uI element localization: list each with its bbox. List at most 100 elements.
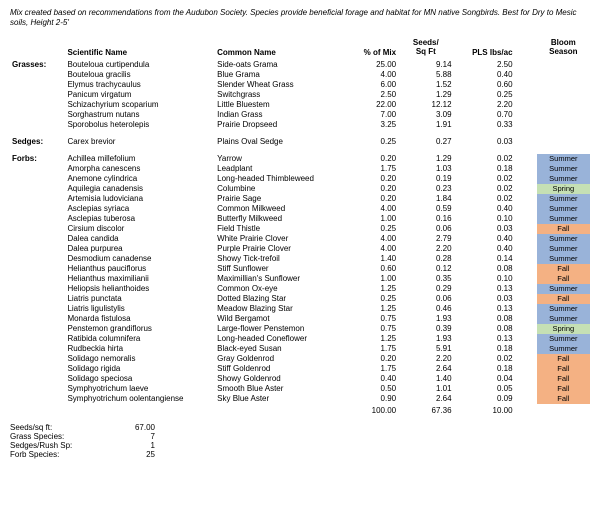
- cell-sqft: 12.12: [398, 100, 453, 110]
- table-row: Grasses:Bouteloua curtipendulaSide-oats …: [10, 60, 590, 70]
- table-row: Sorghastrum nutansIndian Grass7.003.090.…: [10, 110, 590, 120]
- table-row: Asclepias syriacaCommon Milkweed4.000.59…: [10, 204, 590, 214]
- cell-pct: 4.00: [343, 234, 398, 244]
- table-row: Cirsium discolorField Thistle0.250.060.0…: [10, 224, 590, 234]
- cell-bloom: [537, 80, 590, 90]
- cell-pct: 1.25: [343, 304, 398, 314]
- table-row: Symphyotrichum laeveSmooth Blue Aster0.5…: [10, 384, 590, 394]
- cell-pct: 2.50: [343, 90, 398, 100]
- cell-com: Little Bluestem: [215, 100, 343, 110]
- cell-sqft: 0.16: [398, 214, 453, 224]
- cell-sqft: 2.79: [398, 234, 453, 244]
- cell-bloom: Summer: [537, 334, 590, 344]
- cell-pls: 0.60: [454, 80, 515, 90]
- cell-pls: 0.09: [454, 394, 515, 404]
- cell-bloom: Fall: [537, 294, 590, 304]
- cell-pls: 0.05: [454, 384, 515, 394]
- cell-sci: Solidago rigida: [65, 364, 215, 374]
- table-row: Artemisia ludovicianaPrairie Sage0.201.8…: [10, 194, 590, 204]
- group-label: [10, 264, 65, 274]
- cell-pls: 0.10: [454, 274, 515, 284]
- group-label: [10, 214, 65, 224]
- cell-sci: Asclepias syriaca: [65, 204, 215, 214]
- cell-sci: Liatris punctata: [65, 294, 215, 304]
- table-row: Ratibida columniferaLong-headed Coneflow…: [10, 334, 590, 344]
- cell-bloom: Spring: [537, 184, 590, 194]
- table-row: Dalea purpureaPurple Prairie Clover4.002…: [10, 244, 590, 254]
- summary-row: Sedges/Rush Sp:1: [10, 441, 590, 450]
- cell-pls: 0.02: [454, 354, 515, 364]
- cell-sqft: 0.39: [398, 324, 453, 334]
- table-row: Forbs:Achillea millefoliumYarrow0.201.29…: [10, 154, 590, 164]
- cell-sci: Schizachyrium scoparium: [65, 100, 215, 110]
- cell-bloom: Fall: [537, 264, 590, 274]
- cell-com: Plains Oval Sedge: [215, 137, 343, 147]
- cell-sqft: 0.28: [398, 254, 453, 264]
- cell-bloom: Summer: [537, 214, 590, 224]
- group-label: [10, 164, 65, 174]
- cell-pct: 6.00: [343, 80, 398, 90]
- cell-sci: Asclepias tuberosa: [65, 214, 215, 224]
- cell-pct: 4.00: [343, 70, 398, 80]
- species-table: Scientific Name Common Name % of Mix See…: [10, 39, 590, 416]
- cell-bloom: [537, 70, 590, 80]
- cell-sqft: 0.19: [398, 174, 453, 184]
- cell-bloom: Summer: [537, 174, 590, 184]
- cell-sqft: 2.20: [398, 354, 453, 364]
- cell-bloom: [537, 137, 590, 147]
- table-row: Penstemon grandiflorusLarge-flower Penst…: [10, 324, 590, 334]
- cell-pls: 0.25: [454, 90, 515, 100]
- cell-pct: 0.20: [343, 184, 398, 194]
- cell-com: Common Ox-eye: [215, 284, 343, 294]
- table-row: Anemone cylindricaLong-headed Thimblewee…: [10, 174, 590, 184]
- cell-bloom: Summer: [537, 164, 590, 174]
- group-label: [10, 244, 65, 254]
- cell-sqft: 0.23: [398, 184, 453, 194]
- cell-sci: Dalea purpurea: [65, 244, 215, 254]
- cell-com: Stiff Goldenrod: [215, 364, 343, 374]
- summary-label: Sedges/Rush Sp:: [10, 441, 105, 450]
- group-label: [10, 100, 65, 110]
- group-label: [10, 194, 65, 204]
- summary-value: 1: [105, 441, 155, 450]
- cell-com: Switchgrass: [215, 90, 343, 100]
- cell-pls: 0.18: [454, 164, 515, 174]
- cell-pls: 0.08: [454, 324, 515, 334]
- group-label: [10, 344, 65, 354]
- group-label: [10, 120, 65, 130]
- cell-pct: 1.00: [343, 214, 398, 224]
- cell-sqft: 1.01: [398, 384, 453, 394]
- cell-sqft: 0.12: [398, 264, 453, 274]
- cell-sci: Solidago nemoralis: [65, 354, 215, 364]
- cell-com: Dotted Blazing Star: [215, 294, 343, 304]
- cell-pls: 2.50: [454, 60, 515, 70]
- cell-sci: Symphyotrichum laeve: [65, 384, 215, 394]
- cell-bloom: [537, 120, 590, 130]
- summary-label: Forb Species:: [10, 450, 105, 459]
- header-row: Scientific Name Common Name % of Mix See…: [10, 39, 590, 60]
- cell-bloom: Fall: [537, 394, 590, 404]
- cell-bloom: Summer: [537, 254, 590, 264]
- cell-pct: 1.25: [343, 284, 398, 294]
- cell-sqft: 1.91: [398, 120, 453, 130]
- table-row: Dalea candidaWhite Prairie Clover4.002.7…: [10, 234, 590, 244]
- group-label: [10, 324, 65, 334]
- total-pct: 100.00: [343, 404, 398, 416]
- cell-com: Indian Grass: [215, 110, 343, 120]
- cell-bloom: Fall: [537, 274, 590, 284]
- cell-sci: Heliopsis helianthoides: [65, 284, 215, 294]
- table-row: Solidago rigidaStiff Goldenrod1.752.640.…: [10, 364, 590, 374]
- cell-pct: 4.00: [343, 244, 398, 254]
- cell-pct: 0.60: [343, 264, 398, 274]
- group-label: Sedges:: [10, 137, 65, 147]
- group-label: [10, 374, 65, 384]
- cell-sci: Desmodium canadense: [65, 254, 215, 264]
- cell-pct: 25.00: [343, 60, 398, 70]
- group-label: [10, 314, 65, 324]
- hdr-pct: % of Mix: [343, 39, 398, 60]
- table-row: Rudbeckia hirtaBlack-eyed Susan1.755.910…: [10, 344, 590, 354]
- cell-sqft: 1.52: [398, 80, 453, 90]
- cell-sci: Bouteloua curtipendula: [65, 60, 215, 70]
- cell-bloom: Fall: [537, 374, 590, 384]
- cell-com: White Prairie Clover: [215, 234, 343, 244]
